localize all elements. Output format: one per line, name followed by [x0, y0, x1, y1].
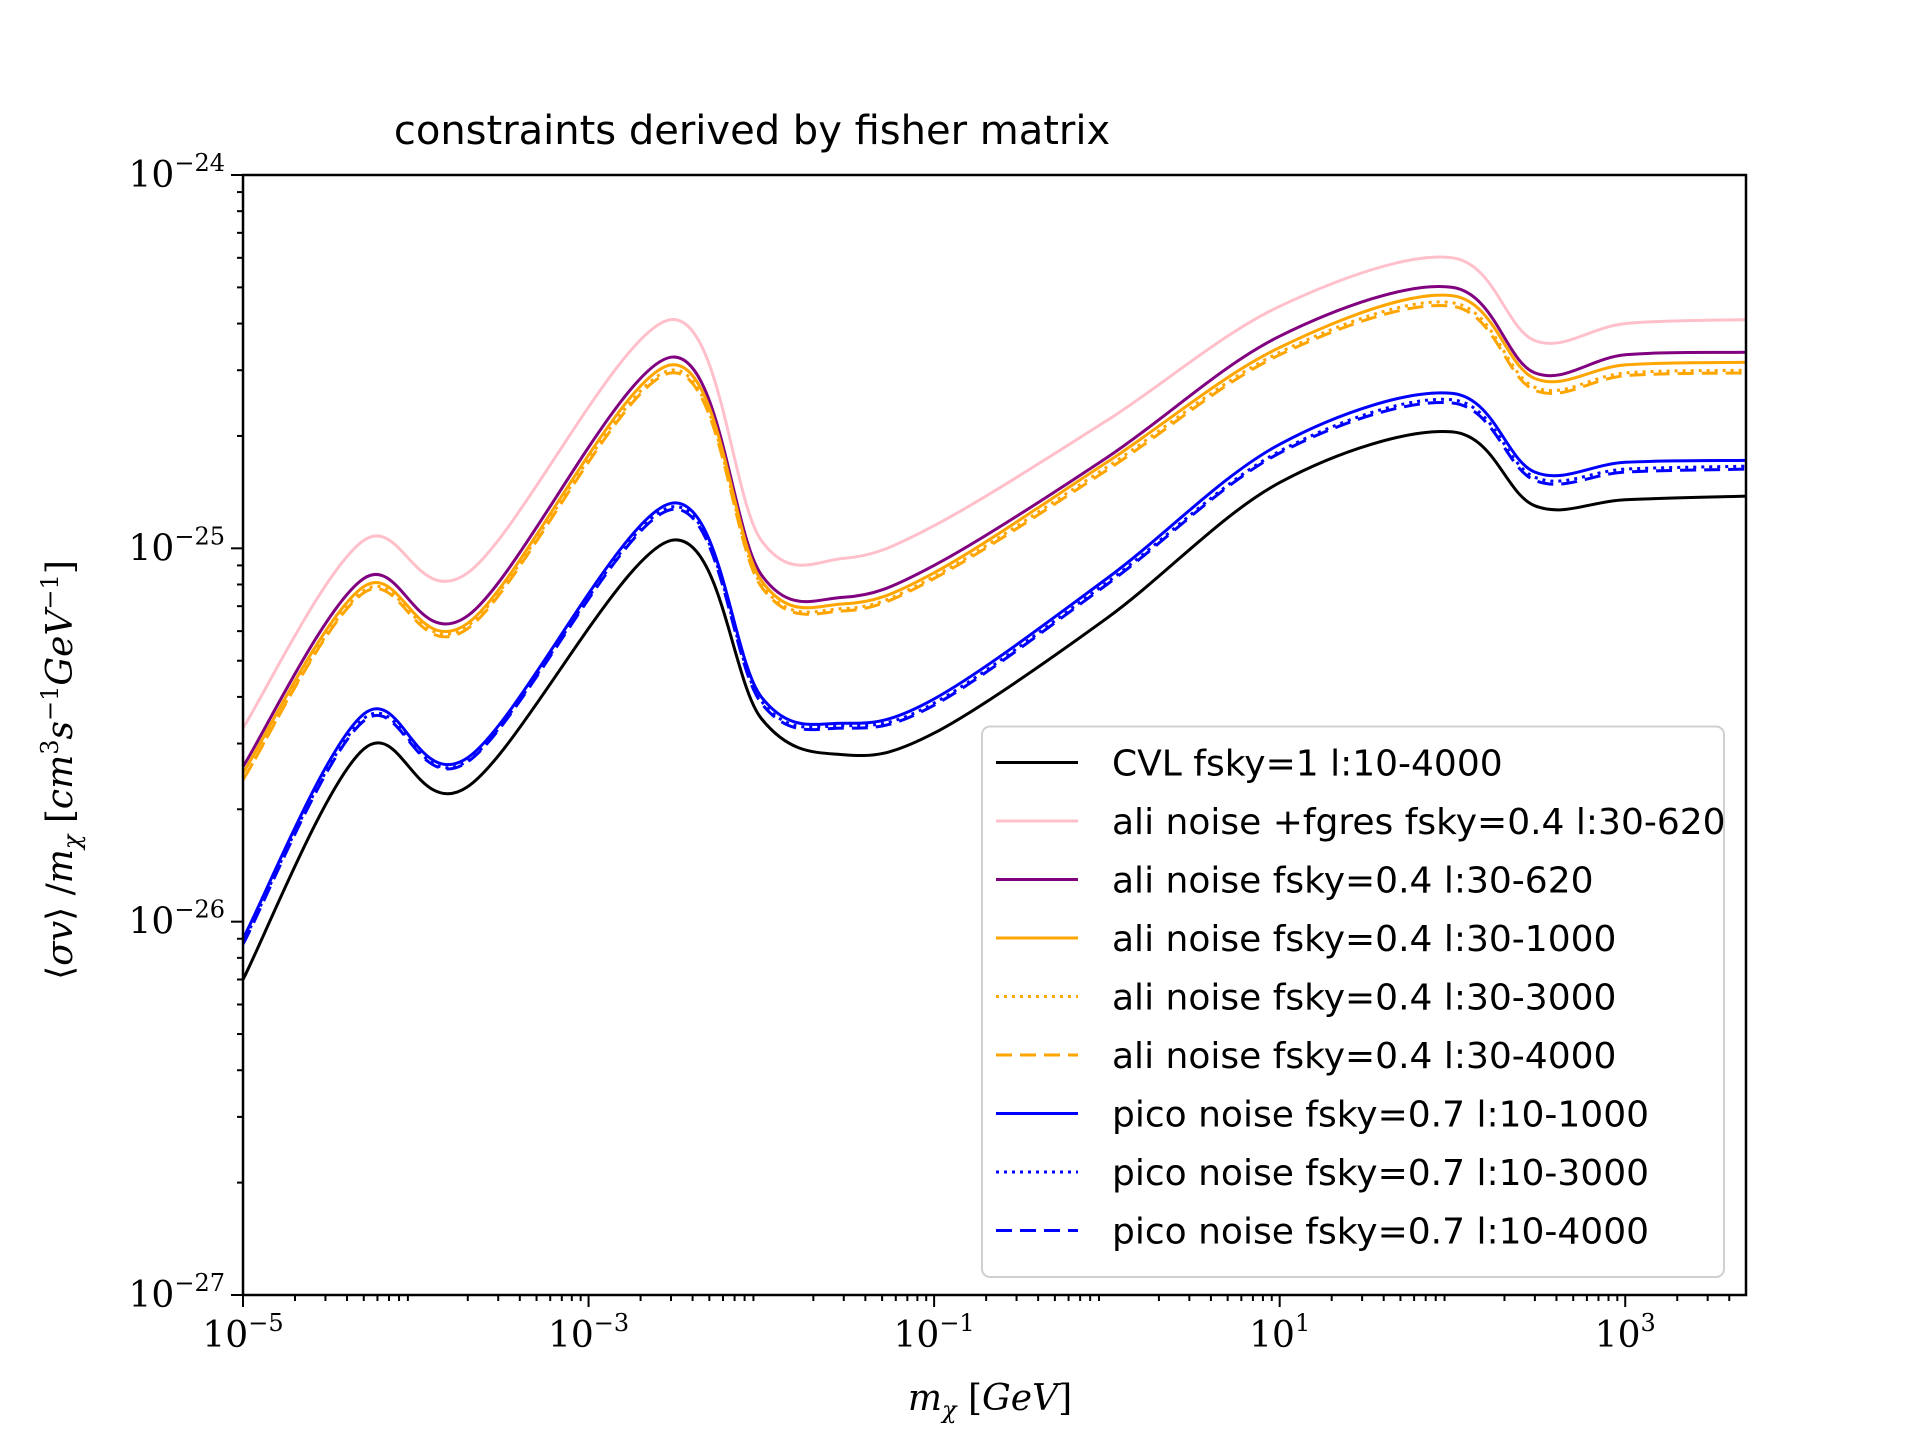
- series-line-cvl-fsky-1-l-10-4000: [241, 429, 1747, 981]
- legend-label: ali noise fsky=0.4 l:30-4000: [1112, 1036, 1616, 1077]
- y-tick-label: 10−26: [129, 896, 225, 943]
- y-axis-label: ⟨σv⟩ /mχ [cm3s−1GeV−1]: [36, 560, 86, 980]
- x-tick-label: 10−3: [548, 1309, 629, 1356]
- series-layer: [241, 255, 1747, 981]
- x-tick-label: 103: [1595, 1309, 1656, 1356]
- svg-text:mχ [GeV]: mχ [GeV]: [908, 1378, 1072, 1424]
- legend-label: pico noise fsky=0.7 l:10-4000: [1112, 1212, 1649, 1253]
- series-line-ali-noise-fsky-0-4-l-30-620: [241, 285, 1747, 768]
- legend-label: ali noise fsky=0.4 l:30-3000: [1112, 978, 1616, 1019]
- legend: CVL fsky=1 l:10-4000 ali noise +fgres fsk…: [981, 725, 1726, 1278]
- x-tick-label: 101: [1249, 1309, 1310, 1356]
- axis-ticks: 10−5 10−3 10−1 101 103 10−24 10−25 10−26 10−27: [129, 149, 1731, 1356]
- legend-label: pico noise fsky=0.7 l:10-3000: [1112, 1153, 1649, 1194]
- y-tick-label: 10−25: [129, 522, 225, 569]
- series-line-ali-noise-fsky-0-4-l-30-3000: [241, 300, 1747, 781]
- series-line-pico-noise-fsky-0-7-l-10-4000: [241, 400, 1747, 945]
- y-tick-label: 10−24: [129, 149, 225, 196]
- x-tick-label: 10−5: [202, 1309, 283, 1356]
- series-line-ali-noise-fsky-0-4-l-30-1000: [241, 293, 1747, 774]
- svg-text:⟨σv⟩ /mχ [cm3s−1GeV−1]: ⟨σv⟩ /mχ [cm3s−1GeV−1]: [36, 560, 86, 980]
- legend-box: [981, 725, 1725, 1278]
- legend-label: pico noise fsky=0.7 l:10-1000: [1112, 1095, 1649, 1136]
- y-tick-label: 10−27: [129, 1269, 225, 1316]
- legend-label: ali noise fsky=0.4 l:30-620: [1112, 861, 1594, 902]
- series-line-ali-noise-fsky-0-4-l-30-4000: [241, 304, 1747, 781]
- plot-frame: [241, 173, 1748, 1297]
- x-axis-label: mχ [GeV]: [908, 1378, 1072, 1424]
- legend-label: CVL fsky=1 l:10-4000: [1112, 744, 1503, 785]
- series-line-pico-noise-fsky-0-7-l-10-1000: [241, 391, 1747, 940]
- legend-label: ali noise fsky=0.4 l:30-1000: [1112, 919, 1616, 960]
- legend-label: ali noise +fgres fsky=0.4 l:30-620: [1112, 802, 1726, 843]
- x-tick-label: 10−1: [894, 1309, 975, 1356]
- chart-title: constraints derived by fisher matrix: [394, 108, 1110, 154]
- series-line-ali-noise-fgres-fsky-0-4-l-30-620: [241, 255, 1747, 729]
